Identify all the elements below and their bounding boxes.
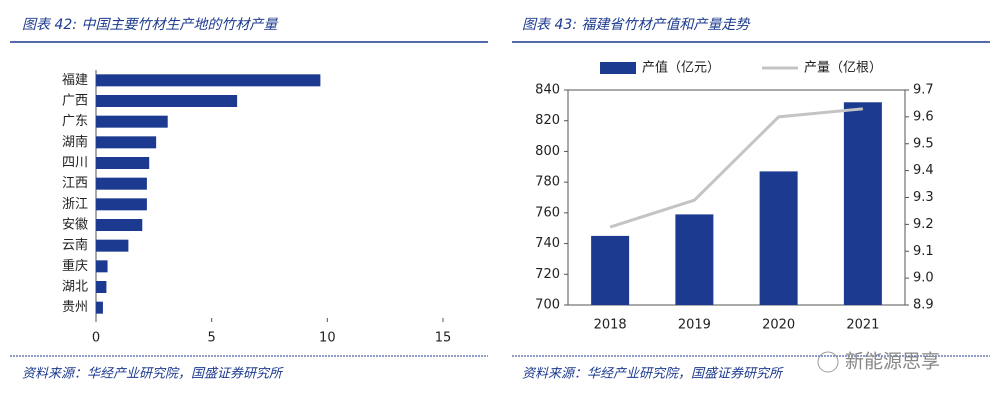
y-tick-label: 720 [535, 267, 560, 282]
y-tick-label: 820 [535, 113, 560, 128]
y-tick-label: 760 [535, 205, 560, 220]
y-tick-label: 广西 [62, 94, 88, 109]
y2-tick-label: 9.1 [913, 244, 934, 259]
y2-tick-label: 9.7 [913, 83, 934, 98]
y2-tick-label: 9.2 [913, 217, 934, 232]
source: 资料来源：华经产业研究院，国盛证券研究所 [522, 366, 784, 382]
bar [96, 301, 103, 314]
y-tick-label: 安徽 [62, 218, 88, 233]
y-tick-label: 700 [535, 298, 560, 313]
bar [96, 281, 107, 293]
y2-tick-label: 9.3 [913, 190, 934, 205]
source: 资料来源：华经产业研究院，国盛证券研究所 [22, 366, 284, 382]
x-tick-label: 2020 [762, 318, 795, 333]
bar [96, 260, 108, 273]
bar [759, 171, 798, 305]
y-tick-label: 云南 [62, 237, 88, 253]
y-tick-label: 湖北 [62, 280, 88, 295]
y-tick-label: 福建 [62, 73, 88, 88]
bar [96, 177, 147, 190]
x-tick-label: 15 [435, 331, 452, 346]
legend-swatch [600, 62, 636, 74]
y-tick-label: 重庆 [62, 258, 88, 274]
x-tick-label: 5 [208, 331, 216, 346]
y2-tick-label: 9.6 [913, 109, 934, 124]
y-tick-label: 浙江 [62, 197, 88, 212]
bar [675, 214, 714, 305]
x-tick-label: 0 [92, 331, 100, 346]
legend-label: 产量（亿根） [804, 61, 882, 76]
y-tick-label: 800 [535, 144, 560, 159]
x-tick-label: 10 [319, 331, 336, 346]
chart-title: 图表 43: 福建省竹材产值和产量走势 [522, 17, 751, 33]
x-tick-label: 2018 [594, 318, 627, 333]
legend-label: 产值（亿元） [642, 60, 720, 76]
bar [96, 115, 168, 128]
y2-tick-label: 9.4 [913, 163, 934, 178]
watermark: 新能源思享 [845, 351, 940, 373]
y-tick-label: 840 [535, 83, 560, 98]
x-tick-label: 2021 [846, 318, 879, 333]
y-tick-label: 江西 [62, 176, 88, 191]
y-tick-label: 780 [535, 175, 560, 190]
bar [96, 239, 129, 252]
x-tick-label: 2019 [678, 318, 711, 333]
bar [843, 102, 882, 306]
y2-tick-label: 9.0 [913, 271, 934, 286]
bar [96, 136, 157, 149]
y-tick-label: 广东 [62, 114, 88, 129]
bar [96, 219, 143, 231]
bar [96, 95, 238, 107]
bar [96, 198, 147, 211]
line [609, 107, 864, 229]
bar [96, 74, 321, 87]
chart-title: 图表 42: 中国主要竹材生产地的竹材产量 [22, 17, 279, 33]
y-tick-label: 湖南 [62, 134, 88, 150]
y-tick-label: 贵州 [62, 300, 88, 315]
y-tick-label: 四川 [62, 156, 88, 171]
y-tick-label: 740 [535, 236, 560, 251]
y2-tick-label: 8.9 [913, 298, 934, 313]
y2-tick-label: 9.5 [913, 136, 934, 151]
bar [96, 157, 150, 169]
bar [591, 235, 630, 305]
watermark-icon [817, 351, 839, 373]
